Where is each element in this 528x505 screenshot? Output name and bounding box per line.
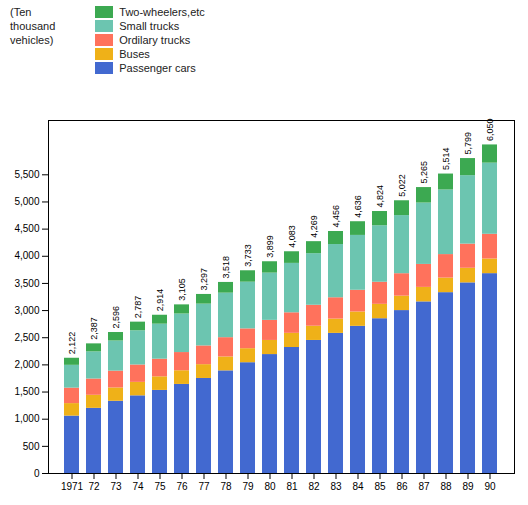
svg-text:77: 77 (198, 481, 210, 492)
svg-text:79: 79 (242, 481, 254, 492)
svg-text:3,518: 3,518 (221, 256, 231, 279)
svg-text:3,000: 3,000 (14, 305, 39, 316)
svg-text:74: 74 (132, 481, 144, 492)
svg-text:5,500: 5,500 (14, 169, 39, 180)
svg-text:5,265: 5,265 (419, 161, 429, 184)
svg-text:86: 86 (396, 481, 408, 492)
svg-text:82: 82 (308, 481, 320, 492)
svg-text:500: 500 (23, 441, 40, 452)
svg-text:4,636: 4,636 (353, 195, 363, 218)
svg-text:5,514: 5,514 (441, 148, 451, 171)
svg-text:78: 78 (220, 481, 232, 492)
html-text:(Ten thousand vehicles): (Ten thousand vehicles) (10, 6, 56, 46)
svg-text:3,500: 3,500 (14, 278, 39, 289)
svg-text:81: 81 (286, 481, 298, 492)
svg-text:90: 90 (484, 481, 496, 492)
html-text:Small trucks: Small trucks (119, 20, 180, 32)
svg-text:4,456: 4,456 (331, 205, 341, 228)
svg-text:5,000: 5,000 (14, 196, 39, 207)
svg-text:75: 75 (154, 481, 166, 492)
svg-text:73: 73 (110, 481, 122, 492)
svg-text:3,733: 3,733 (243, 244, 253, 267)
svg-text:87: 87 (418, 481, 430, 492)
svg-text:4,083: 4,083 (287, 225, 297, 248)
svg-text:1,500: 1,500 (14, 386, 39, 397)
svg-text:2,596: 2,596 (111, 306, 121, 329)
svg-text:2,500: 2,500 (14, 332, 39, 343)
svg-text:4,269: 4,269 (309, 215, 319, 238)
svg-text:5,022: 5,022 (397, 174, 407, 197)
svg-text:4,824: 4,824 (375, 185, 385, 208)
html-text:Buses: Buses (119, 48, 150, 60)
svg-text:0: 0 (34, 468, 40, 479)
svg-text:2,000: 2,000 (14, 359, 39, 370)
svg-text:89: 89 (462, 481, 474, 492)
html-text:Ordilary trucks: Ordilary trucks (119, 34, 191, 46)
svg-text:76: 76 (176, 481, 188, 492)
svg-text:5,799: 5,799 (463, 132, 473, 155)
svg-text:1,000: 1,000 (14, 413, 39, 424)
svg-text:88: 88 (440, 481, 452, 492)
html-text:Two-wheelers,etc: Two-wheelers,etc (119, 6, 205, 18)
svg-text:4,000: 4,000 (14, 250, 39, 261)
svg-text:3,297: 3,297 (199, 268, 209, 291)
svg-text:80: 80 (264, 481, 276, 492)
svg-text:1971: 1971 (61, 481, 84, 492)
svg-text:85: 85 (374, 481, 386, 492)
svg-text:3,899: 3,899 (265, 235, 275, 258)
svg-text:4,500: 4,500 (14, 223, 39, 234)
svg-text:6,050: 6,050 (485, 118, 495, 141)
svg-text:3,105: 3,105 (177, 278, 187, 301)
svg-text:2,914: 2,914 (155, 289, 165, 312)
html-text:Passenger cars: Passenger cars (119, 62, 196, 74)
svg-text:83: 83 (330, 481, 342, 492)
svg-text:72: 72 (88, 481, 100, 492)
svg-text:84: 84 (352, 481, 364, 492)
svg-text:2,122: 2,122 (67, 332, 77, 355)
svg-text:2,787: 2,787 (133, 296, 143, 319)
svg-text:2,387: 2,387 (89, 317, 99, 340)
